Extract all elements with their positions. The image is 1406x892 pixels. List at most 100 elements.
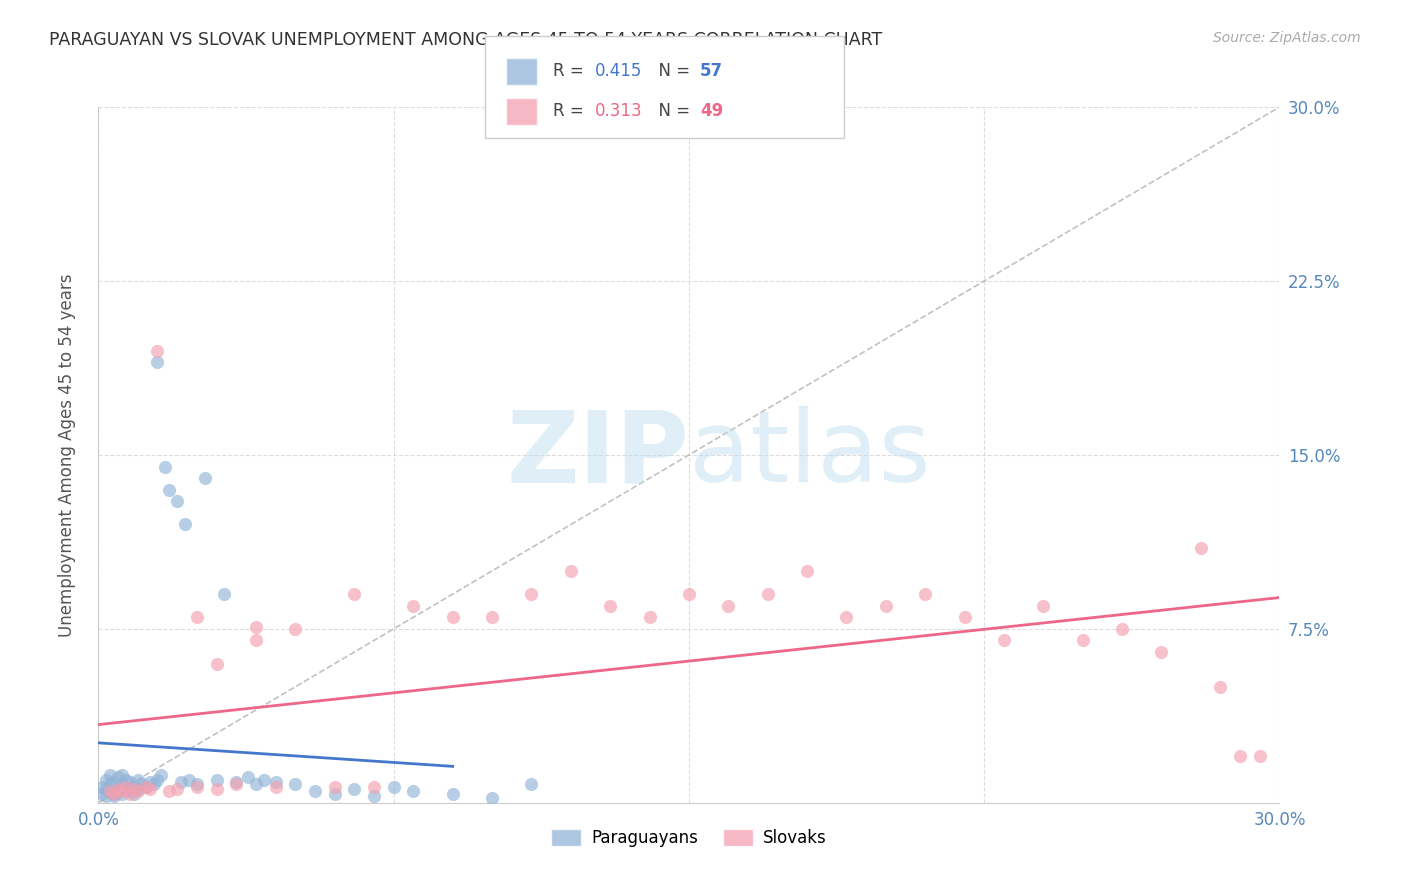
Point — [103, 775, 125, 789]
Point — [441, 610, 464, 624]
Point — [186, 780, 208, 794]
Point — [284, 622, 307, 636]
Point — [127, 781, 149, 796]
Point — [127, 772, 149, 787]
Point — [225, 777, 247, 791]
Point — [118, 784, 141, 798]
Point — [111, 768, 134, 782]
Text: atlas: atlas — [689, 407, 931, 503]
Point — [98, 784, 121, 798]
Text: Source: ZipAtlas.com: Source: ZipAtlas.com — [1213, 31, 1361, 45]
Point — [98, 784, 121, 798]
Point — [520, 777, 543, 791]
Point — [953, 610, 976, 624]
Point — [599, 599, 621, 613]
Point — [481, 610, 503, 624]
Point — [107, 784, 129, 798]
Point — [122, 781, 145, 796]
Point — [402, 599, 425, 613]
Point — [146, 343, 169, 358]
Point — [122, 780, 145, 794]
Point — [1229, 749, 1251, 764]
Point — [155, 459, 177, 474]
Point — [146, 355, 169, 369]
Text: 0.415: 0.415 — [595, 62, 643, 80]
Text: 49: 49 — [700, 103, 724, 120]
Point — [1071, 633, 1094, 648]
Text: N =: N = — [648, 62, 696, 80]
Point — [107, 781, 129, 796]
Point — [96, 789, 118, 803]
Point — [131, 777, 153, 791]
Point — [103, 787, 125, 801]
Point — [363, 789, 385, 803]
Point — [520, 587, 543, 601]
Point — [205, 781, 228, 796]
Point — [236, 770, 259, 784]
Point — [96, 772, 118, 787]
Point — [174, 517, 197, 532]
Point — [157, 784, 180, 798]
Point — [560, 564, 582, 578]
Point — [118, 775, 141, 789]
Point — [135, 780, 157, 794]
Point — [166, 494, 188, 508]
Point — [363, 780, 385, 794]
Point — [111, 777, 134, 791]
Point — [323, 780, 346, 794]
Point — [107, 770, 129, 784]
Point — [157, 483, 180, 497]
Point — [481, 791, 503, 805]
Point — [638, 610, 661, 624]
Point — [186, 777, 208, 791]
Point — [993, 633, 1015, 648]
Point — [1150, 645, 1173, 659]
Point — [150, 768, 173, 782]
Point — [118, 787, 141, 801]
Text: R =: R = — [553, 62, 589, 80]
Point — [138, 781, 160, 796]
Point — [304, 784, 326, 798]
Point — [96, 781, 118, 796]
Point — [115, 780, 138, 794]
Point — [205, 657, 228, 671]
Point — [402, 784, 425, 798]
Point — [245, 633, 267, 648]
Point — [194, 471, 217, 485]
Text: PARAGUAYAN VS SLOVAK UNEMPLOYMENT AMONG AGES 45 TO 54 YEARS CORRELATION CHART: PARAGUAYAN VS SLOVAK UNEMPLOYMENT AMONG … — [49, 31, 883, 49]
Point — [835, 610, 858, 624]
Point — [678, 587, 700, 601]
Point — [245, 777, 267, 791]
Point — [170, 775, 193, 789]
Legend: Paraguayans, Slovaks: Paraguayans, Slovaks — [544, 822, 834, 854]
Point — [166, 781, 188, 796]
Point — [146, 772, 169, 787]
Point — [91, 780, 114, 794]
Point — [441, 787, 464, 801]
Y-axis label: Unemployment Among Ages 45 to 54 years: Unemployment Among Ages 45 to 54 years — [58, 273, 76, 637]
Point — [253, 772, 276, 787]
Point — [138, 775, 160, 789]
Text: R =: R = — [553, 103, 589, 120]
Point — [111, 787, 134, 801]
Point — [717, 599, 740, 613]
Point — [107, 781, 129, 796]
Text: N =: N = — [648, 103, 696, 120]
Point — [135, 780, 157, 794]
Text: 0.313: 0.313 — [595, 103, 643, 120]
Point — [214, 587, 236, 601]
Point — [796, 564, 818, 578]
Point — [111, 784, 134, 798]
Point — [875, 599, 897, 613]
Point — [756, 587, 779, 601]
Point — [284, 777, 307, 791]
Point — [103, 789, 125, 803]
Text: 57: 57 — [700, 62, 723, 80]
Point — [382, 780, 405, 794]
Point — [177, 772, 200, 787]
Text: ZIP: ZIP — [506, 407, 689, 503]
Point — [1249, 749, 1271, 764]
Point — [1189, 541, 1212, 555]
Point — [127, 784, 149, 798]
Point — [91, 787, 114, 801]
